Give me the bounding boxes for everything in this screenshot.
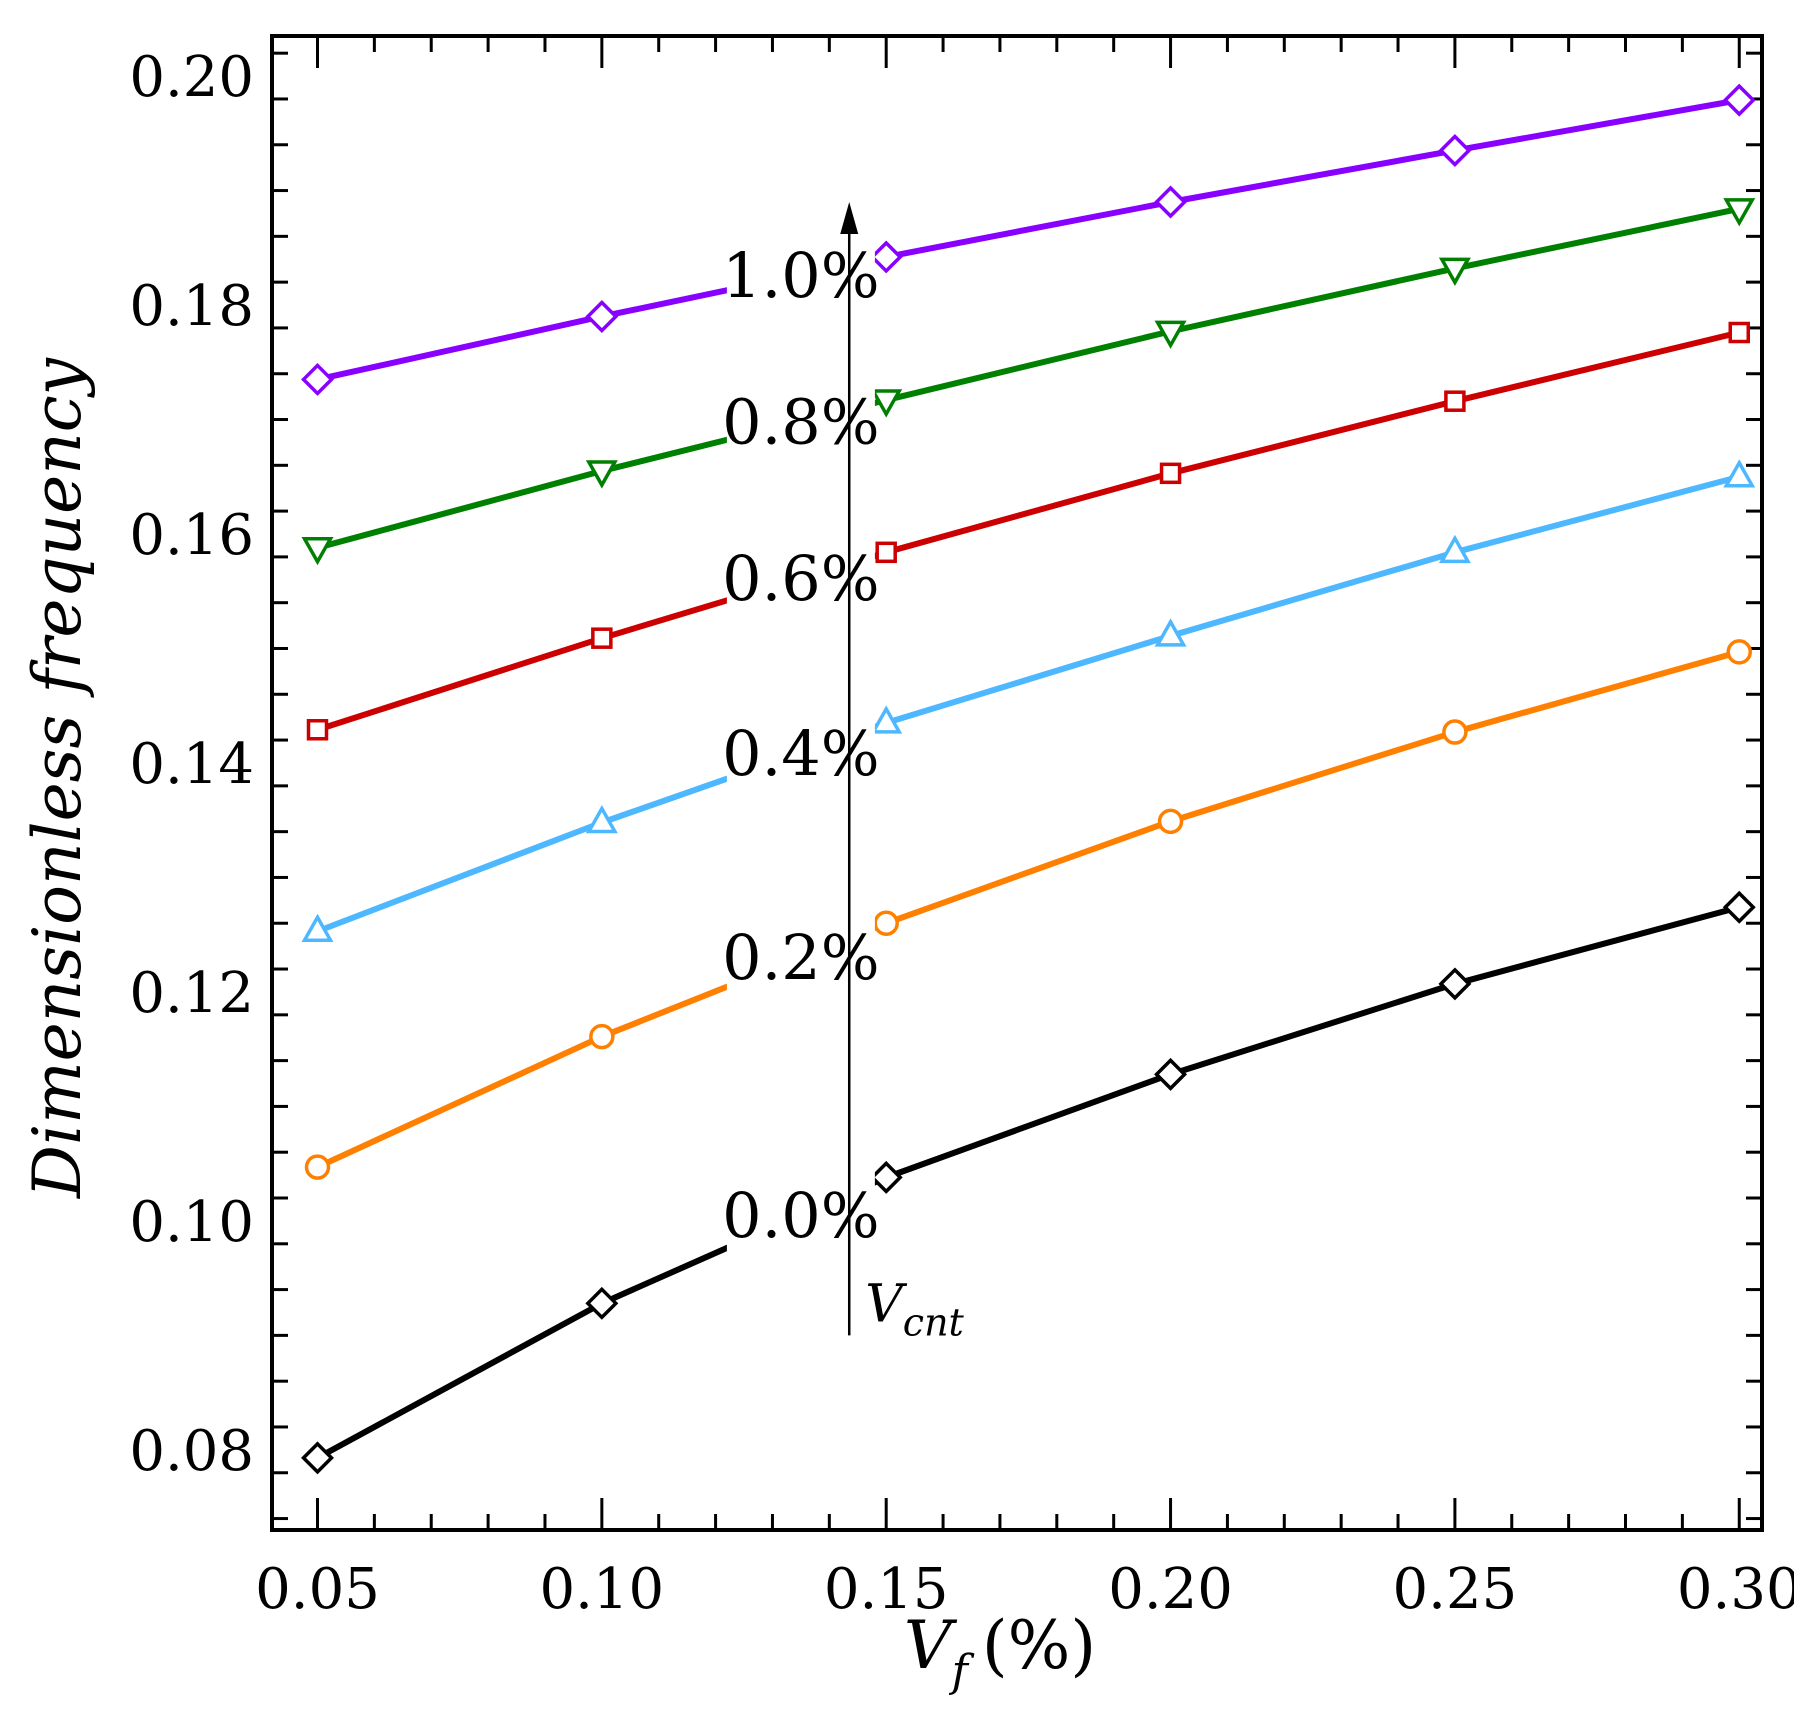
vcnt-arrow-head [840,202,859,234]
triangle-up-marker [301,913,334,943]
plot-frame [270,34,1764,1532]
series-line [316,904,1741,1461]
square-marker [306,719,329,741]
series-0-4- [301,459,1756,943]
y-tick-label: 0.16 [129,503,254,568]
series-line [316,205,1740,551]
series-label: 0.2% [722,921,880,994]
y-tick-label: 0.20 [129,45,254,110]
series-line [316,649,1741,1170]
diamond-marker [585,1286,619,1320]
vcnt-label-sub: cnt [903,1300,965,1344]
circle-marker [1726,639,1753,665]
circle-marker [304,1154,331,1180]
diamond-marker [869,1160,903,1194]
triangle-up-marker [1438,534,1471,564]
square-marker [591,627,613,649]
y-axis-title: Dimensionless frequency [19,357,96,1199]
square-marker [1728,321,1751,344]
x-axis-title-main: V [904,1607,958,1684]
series-line [316,97,1740,383]
series-label: 1.0% [722,239,880,312]
square-marker [875,541,897,564]
diamond-marker [585,300,619,333]
y-tick-label: 0.14 [129,732,254,797]
y-tick-label: 0.18 [129,274,254,339]
series-0-0- [301,890,1756,1475]
series-label: 0.6% [722,542,880,615]
triangle-up-marker [870,705,903,734]
x-tick-label: 0.15 [824,1557,949,1622]
x-axis-title-unit: (%) [982,1607,1096,1684]
circle-marker [1157,808,1184,835]
diamond-marker [301,1441,334,1475]
y-tick-label: 0.12 [129,961,254,1026]
circle-marker [589,1023,615,1050]
series-label: 0.0% [722,1179,880,1252]
vcnt-arrow-group: Vcnt [840,202,965,1344]
triangle-up-marker [585,804,618,834]
diamond-marker [1438,134,1472,167]
circle-marker [1442,719,1468,745]
x-tick-label: 0.05 [255,1557,380,1622]
diamond-marker [1722,83,1756,117]
circle-marker [873,910,899,936]
diamond-marker [869,240,903,274]
series-0-2- [304,639,1753,1180]
y-tick-label: 0.10 [129,1190,254,1255]
triangle-down-marker [1438,257,1471,286]
series-line [316,473,1741,935]
triangle-up-marker [1723,459,1756,488]
series-label: 0.8% [722,385,880,458]
diamond-marker [1154,185,1188,219]
axes: 0.08 0.10 0.12 0.14 0.16 0.18 0.20 0.05 0.10 0.15… [129,34,1794,1622]
x-tick-label: 0.25 [1393,1557,1518,1622]
square-marker [1159,462,1182,485]
diamond-marker [1722,890,1756,924]
triangle-down-marker [1723,198,1756,227]
diamond-marker [1438,967,1472,1001]
square-marker [1444,390,1466,412]
triangle-up-marker [1154,618,1187,647]
triangle-down-marker [1154,320,1187,349]
x-tick-label: 0.30 [1677,1557,1794,1622]
series-0-6- [306,321,1751,741]
diamond-marker [301,362,334,396]
triangle-down-marker [585,460,618,489]
x-tick-label: 0.10 [540,1557,665,1622]
tick-marks [272,36,1762,1530]
triangle-down-marker [301,536,334,566]
series-line [316,329,1740,733]
vcnt-label-main: V [865,1274,907,1334]
series-label: 0.4% [722,717,880,790]
x-axis-title: Vf (%) [904,1607,1096,1697]
series-1-0- [301,83,1756,396]
triangle-down-marker [870,389,903,418]
vcnt-label: Vcnt [865,1274,964,1344]
x-tick-label: 0.20 [1108,1557,1233,1622]
series-layer [301,83,1756,1475]
y-tick-label: 0.08 [129,1419,254,1484]
diamond-marker [1154,1057,1188,1091]
series-0-8- [301,198,1756,566]
